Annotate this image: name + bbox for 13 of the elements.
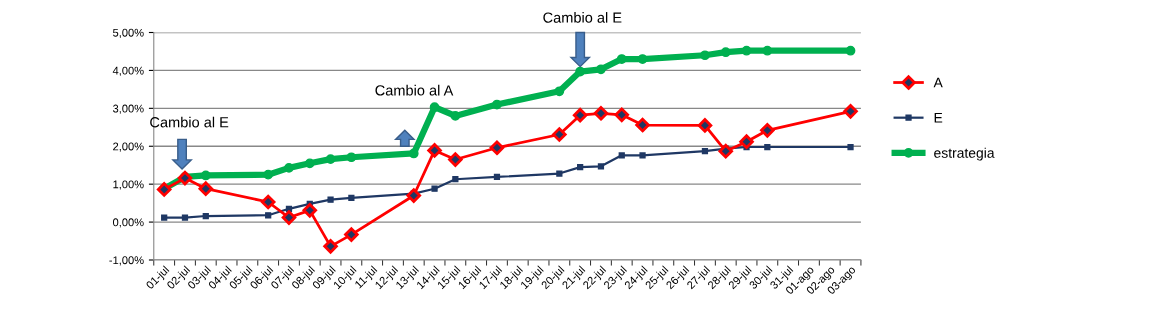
y-tick-label: 4,00% xyxy=(112,66,144,76)
y-tick-label: 2,00% xyxy=(113,142,144,152)
text: Cambio al E xyxy=(543,12,622,23)
y-tick-label: 5,00% xyxy=(113,28,144,38)
y-tick-label: -1,00% xyxy=(109,256,144,266)
y-tick-label: 3,00% xyxy=(112,104,144,114)
annotation: Cambio al E xyxy=(150,116,229,128)
annotation: Cambio al A xyxy=(375,84,454,96)
legend-label: E xyxy=(934,112,943,123)
legend-label: estrategia xyxy=(934,147,995,161)
legend-label: A xyxy=(933,77,943,88)
y-tick-label: 0,00% xyxy=(112,218,144,228)
y-tick-label: 1,00% xyxy=(113,180,144,190)
